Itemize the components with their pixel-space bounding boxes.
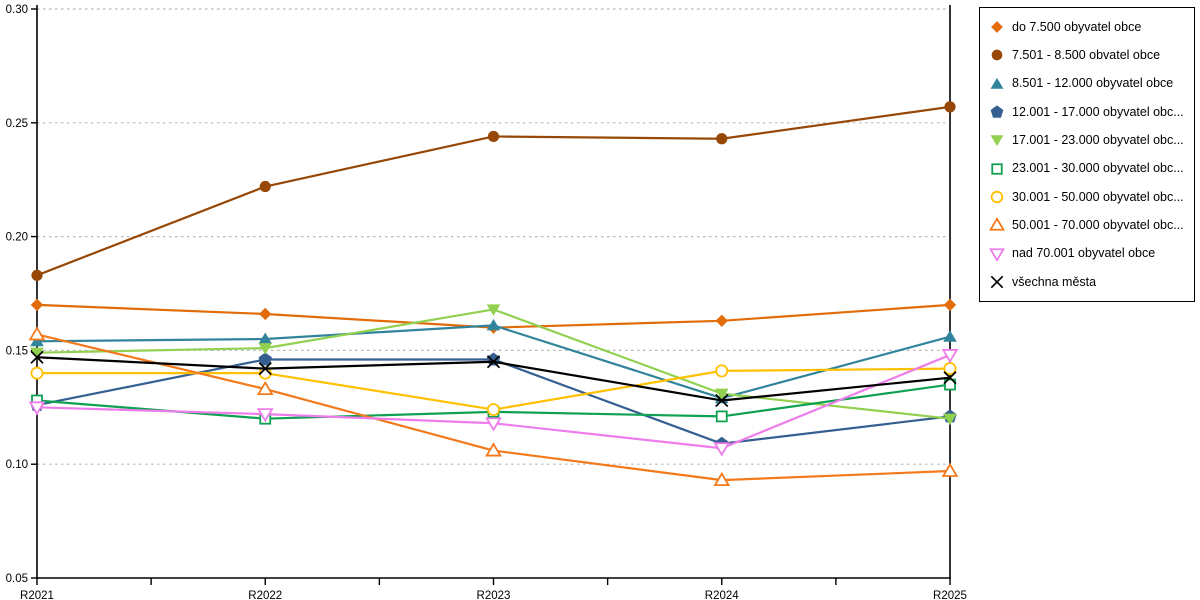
data-point [943, 330, 957, 342]
data-point [258, 332, 273, 345]
legend-marker-pentagon-icon [990, 105, 1004, 118]
data-point [716, 133, 728, 145]
data-point [944, 101, 956, 113]
y-tick-label: 0.20 [6, 232, 28, 244]
legend-marker-circle-icon [990, 190, 1004, 204]
x-tick-label: R2023 [477, 590, 511, 600]
data-point [485, 417, 502, 432]
legend-item: 8.501 - 12.000 obyvatel obce [988, 76, 1192, 92]
chart-legend: do 7.500 obyvatel obce 7.501 - 8.500 obva… [979, 7, 1195, 302]
data-point [714, 388, 729, 401]
legend-item-label: 12.001 - 17.000 obyvatel obc... [1012, 104, 1184, 119]
x-tick-label: R2021 [20, 590, 54, 600]
legend-marker-triangle-up-icon [990, 77, 1004, 89]
legend-marker-triangle-down-icon [990, 135, 1004, 147]
data-point [30, 366, 44, 380]
legend-marker-diamond-icon [991, 21, 1003, 34]
data-point [715, 314, 728, 328]
legend-item-label: 17.001 - 23.000 obyvatel obc... [1012, 133, 1184, 148]
data-point [486, 304, 501, 316]
data-point [715, 393, 729, 408]
data-point [30, 350, 44, 364]
legend-item: 50.001 - 70.000 obyvatel obc... [988, 217, 1192, 233]
data-point [941, 462, 959, 477]
legend-item-label: 8.501 - 12.000 obyvatel obce [1012, 76, 1174, 91]
data-point [259, 307, 272, 321]
x-tick-label: R2025 [933, 590, 967, 600]
legend-marker-circle-icon [991, 50, 1003, 61]
data-point [28, 326, 46, 341]
legend-item: 23.001 - 30.000 obyvatel obc... [988, 161, 1192, 177]
data-point [259, 180, 271, 193]
data-point [31, 269, 43, 281]
legend-item-label: 30.001 - 50.000 obyvatel obc... [1012, 189, 1184, 204]
x-tick-label: R2024 [705, 590, 739, 600]
data-point [486, 355, 501, 369]
legend-item: do 7.500 obyvatel obce [988, 19, 1192, 35]
legend-item-label: 23.001 - 30.000 obyvatel obc... [1012, 161, 1184, 176]
legend-item: všechna města [988, 274, 1192, 290]
legend-marker-square-icon [991, 162, 1003, 175]
legend-marker-triangle-down-icon [988, 247, 1006, 262]
y-tick-label: 0.15 [6, 345, 28, 357]
data-point [943, 298, 957, 312]
y-tick-label: 0.05 [6, 573, 28, 585]
data-point [713, 471, 731, 487]
legend-marker-x-icon [990, 275, 1004, 289]
data-point [944, 378, 956, 391]
y-tick-label: 0.25 [6, 118, 28, 130]
data-point [256, 408, 274, 423]
legend-item: 30.001 - 50.000 obyvatel obc... [988, 189, 1192, 205]
data-point [30, 347, 44, 360]
data-point [30, 334, 44, 347]
legend-item: 7.501 - 8.500 obvatel obce [988, 47, 1192, 63]
data-point [487, 130, 500, 143]
legend-marker-triangle-up-icon [988, 217, 1006, 231]
data-point [258, 362, 272, 376]
legend-item: nad 70.001 obyvatel obce [988, 246, 1192, 262]
data-point [713, 442, 731, 457]
legend-item-label: do 7.500 obyvatel obce [1012, 19, 1142, 34]
x-tick-label: R2022 [248, 590, 282, 600]
data-point [715, 410, 728, 423]
data-point [30, 298, 44, 312]
y-tick-label: 0.30 [6, 4, 28, 16]
data-point [258, 352, 272, 366]
data-point [715, 364, 729, 378]
data-point [486, 318, 501, 331]
legend-item-label: 50.001 - 70.000 obyvatel obc... [1012, 217, 1184, 232]
y-tick-label: 0.10 [6, 459, 28, 471]
data-point [943, 362, 957, 376]
data-point [943, 371, 957, 385]
legend-item: 17.001 - 23.000 obyvatel obc... [988, 132, 1192, 148]
legend-item-label: 7.501 - 8.500 obvatel obce [1012, 48, 1161, 63]
data-point [258, 343, 273, 355]
data-point [941, 349, 959, 364]
legend-item-label: nad 70.001 obyvatel obce [1012, 246, 1156, 261]
data-point [485, 442, 502, 457]
legend-item-label: všechna města [1012, 274, 1097, 289]
data-point [486, 403, 500, 417]
data-point [256, 380, 274, 395]
data-point [28, 401, 46, 416]
data-point [943, 413, 957, 426]
legend-item: 12.001 - 17.000 obyvatel obc... [988, 104, 1192, 120]
